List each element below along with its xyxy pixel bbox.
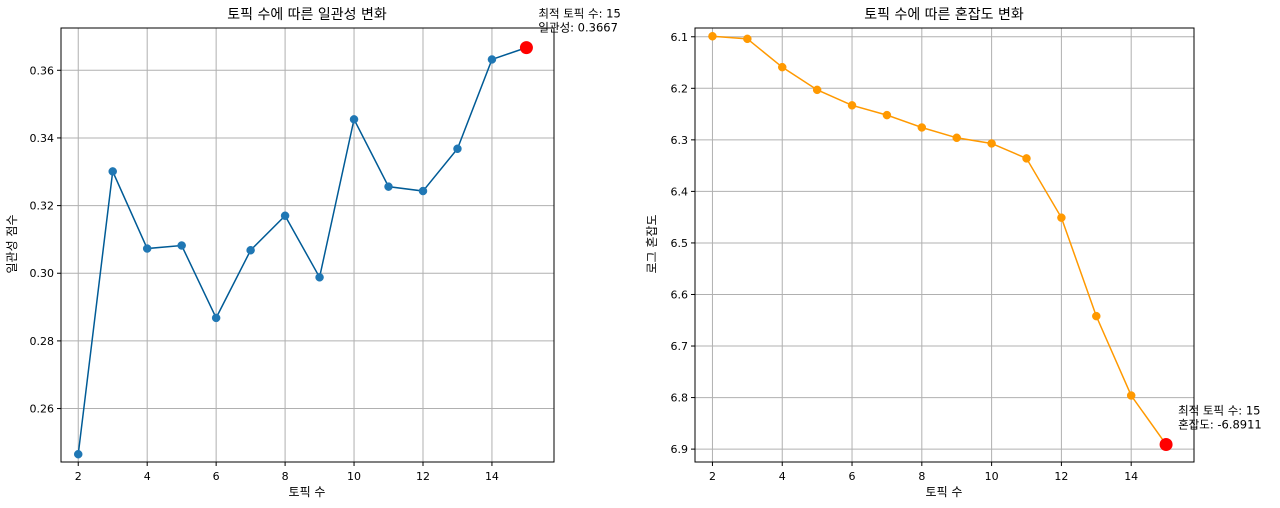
- data-point: [142, 244, 152, 253]
- data-point: [177, 241, 186, 250]
- x-tick-label: 14: [485, 470, 499, 483]
- y-tick-label: 0.32: [30, 200, 55, 213]
- data-point: [384, 182, 393, 191]
- x-tick-label: 12: [416, 470, 430, 483]
- data-point: [812, 85, 822, 95]
- y-tick-label: 0.34: [30, 132, 55, 145]
- x-tick-label: 12: [1054, 470, 1068, 483]
- y-tick-label: 0.30: [30, 267, 55, 280]
- y-tick-label: 0.26: [30, 403, 55, 416]
- data-point: [418, 186, 428, 196]
- optimal-annotation: 일관성: 0.3667: [538, 21, 618, 35]
- x-tick-label: 10: [347, 470, 361, 483]
- data-point: [1092, 311, 1101, 321]
- y-axis-label: 로그 혼잡도: [645, 214, 659, 273]
- optimal-annotation: 혼잡도: -6.8911: [1178, 418, 1262, 432]
- y-tick-label: 6.3: [671, 134, 689, 147]
- data-point: [952, 133, 961, 143]
- data-point: [777, 62, 787, 72]
- optimal-annotation: 최적 토픽 수: 15: [1178, 404, 1260, 418]
- series-line: [712, 35, 1167, 445]
- x-tick-label: 2: [709, 470, 716, 483]
- y-tick-label: 6.5: [671, 237, 689, 250]
- optimal-point-marker: [519, 41, 533, 55]
- y-tick-label: 6.1: [671, 31, 689, 44]
- x-tick-label: 8: [918, 470, 925, 483]
- y-axis-label: 일관성 점수: [5, 214, 19, 273]
- data-point: [743, 34, 752, 44]
- data-point: [246, 245, 255, 255]
- x-axis-label: 토픽 수: [926, 485, 963, 499]
- perplexity-chart: 토픽 수에 따른 혼잡도 변화 토픽 수 로그 혼잡도 2 4 6 8 10 12 14 6.…: [645, 7, 1262, 499]
- y-tick-label: 6.8: [671, 392, 689, 405]
- data-point: [847, 101, 857, 110]
- data-point: [1126, 391, 1136, 400]
- optimal-point-marker: [1159, 438, 1173, 452]
- series-line: [77, 46, 527, 455]
- data-point: [108, 167, 117, 176]
- data-point: [882, 110, 892, 120]
- data-point: [987, 139, 996, 148]
- plot-frame: [60, 27, 555, 463]
- x-tick-label: 4: [144, 470, 151, 483]
- plot-frame: [694, 27, 1195, 463]
- data-point: [349, 115, 359, 124]
- data-point: [453, 144, 462, 154]
- x-tick-label: 6: [213, 470, 220, 483]
- y-tick-label: 6.6: [671, 288, 689, 301]
- data-point: [73, 449, 83, 459]
- y-tick-label: 6.7: [671, 340, 689, 353]
- y-tick-label: 6.2: [671, 82, 689, 95]
- plot-area: 2 4 6 8 10 12 14 0.26 0.28 0.30 0.32 0.34 0.36 최적 토픽 …: [30, 7, 621, 483]
- optimal-annotation: 최적 토픽 수: 15: [538, 7, 620, 21]
- data-point: [211, 313, 221, 323]
- coherence-chart: 토픽 수에 따른 일관성 변화 토픽 수 일관성 점수 2 4 6 8 10 12 14 0.…: [5, 7, 621, 499]
- x-tick-label: 10: [985, 470, 999, 483]
- y-tick-label: 6.9: [671, 443, 689, 456]
- x-tick-label: 2: [75, 470, 82, 483]
- data-point: [487, 55, 497, 64]
- x-tick-label: 6: [849, 470, 856, 483]
- data-point: [1057, 213, 1066, 222]
- y-tick-label: 6.4: [671, 185, 689, 198]
- data-point: [280, 211, 290, 220]
- x-tick-label: 14: [1124, 470, 1138, 483]
- x-axis-label: 토픽 수: [289, 485, 326, 499]
- x-tick-label: 8: [282, 470, 289, 483]
- y-tick-label: 0.28: [30, 335, 55, 348]
- y-tick-label: 0.36: [30, 64, 55, 77]
- plot-area: 2 4 6 8 10 12 14 6.1 6.2 6.3 6.4 6.5 6.6 6.7 6.8 6.9 최적 …: [671, 27, 1262, 483]
- data-point: [315, 273, 324, 282]
- data-point: [708, 31, 717, 41]
- data-point: [1022, 154, 1031, 163]
- x-tick-label: 4: [779, 470, 786, 483]
- chart-title: 토픽 수에 따른 일관성 변화: [227, 7, 387, 23]
- chart-title: 토픽 수에 따른 혼잡도 변화: [864, 7, 1024, 23]
- data-point: [917, 123, 927, 132]
